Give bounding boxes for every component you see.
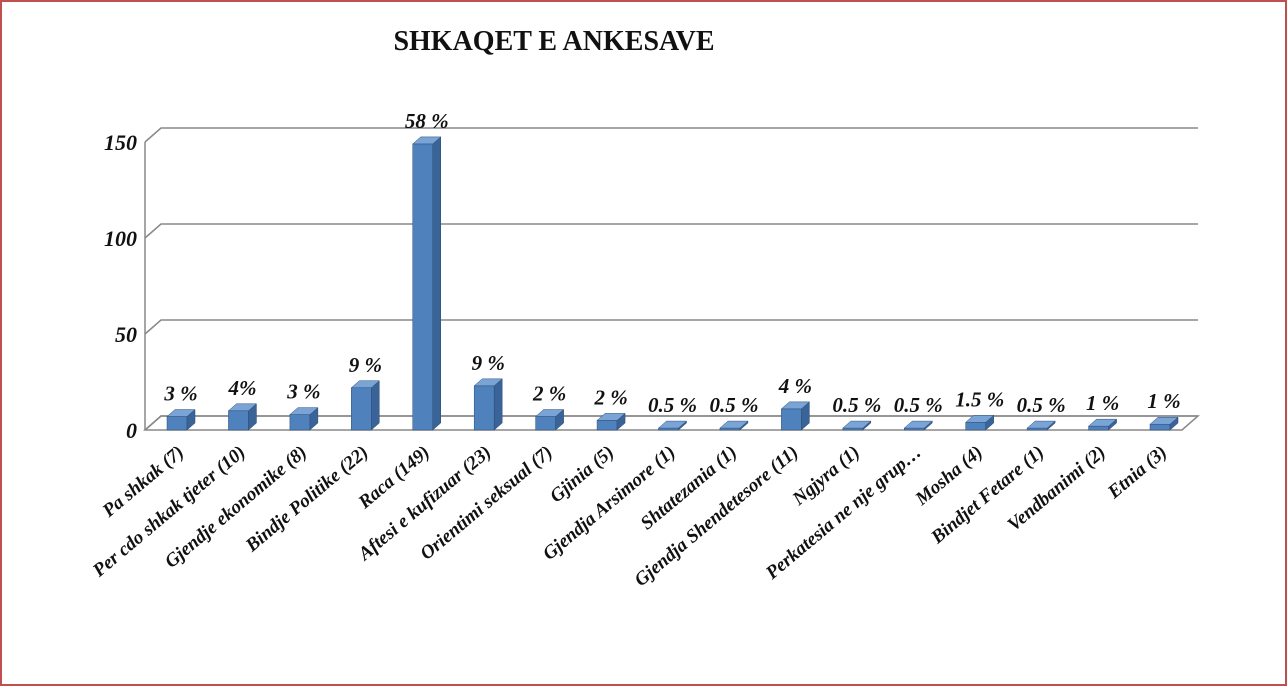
bar	[780, 401, 811, 431]
bar	[903, 420, 933, 431]
bar-top	[166, 409, 196, 417]
bar-front	[1026, 427, 1048, 431]
bar	[166, 409, 196, 431]
bar-side	[432, 136, 441, 431]
bar	[473, 378, 503, 431]
bar-side	[371, 380, 380, 431]
data-label: 4%	[227, 376, 256, 400]
bar-top	[1026, 420, 1056, 429]
bar	[227, 403, 258, 431]
bar-top	[842, 420, 872, 429]
bar-front	[965, 422, 986, 431]
x-tick-label: Bindjet Fetare (1)	[927, 442, 1049, 549]
bar	[842, 420, 872, 431]
bar-front	[842, 427, 864, 431]
bar-top	[350, 380, 380, 389]
data-label: 1.5 %	[955, 387, 1004, 411]
bar	[965, 414, 995, 431]
data-label: 1 %	[1147, 389, 1180, 413]
bar-top	[1149, 416, 1179, 425]
bar-front	[596, 420, 618, 431]
bar	[719, 420, 749, 431]
grid-line	[144, 415, 1198, 431]
bar-top	[534, 409, 565, 417]
bar-front	[166, 416, 188, 431]
bar-front	[1149, 423, 1171, 431]
chart-title: SHKAQET E ANKESAVE	[393, 26, 714, 57]
data-label: 9 %	[349, 353, 382, 377]
bar-front	[412, 143, 433, 431]
data-label: 2 %	[593, 385, 627, 409]
data-label: 3 %	[163, 382, 197, 406]
data-label: 0.5 %	[1017, 393, 1066, 417]
grid-line	[144, 223, 1198, 239]
grid-line	[144, 319, 1198, 335]
bar	[1149, 416, 1179, 431]
bar-front	[658, 427, 679, 431]
bar-top	[227, 403, 258, 412]
bar-front	[228, 410, 249, 431]
bar-top	[780, 401, 811, 410]
bar	[412, 136, 442, 431]
y-tick-label: 100	[104, 226, 137, 251]
bar-top	[719, 420, 749, 429]
bar-top	[903, 420, 933, 429]
data-label: 4 %	[778, 374, 812, 398]
bar-front	[351, 387, 372, 431]
bar	[1026, 420, 1056, 431]
bar-top	[965, 415, 995, 423]
data-label: 3 %	[286, 380, 320, 404]
bar	[289, 407, 319, 431]
bar	[657, 420, 688, 431]
data-label: 0.5 %	[894, 393, 943, 417]
bar-top	[657, 420, 688, 429]
data-label: 9 %	[472, 351, 505, 375]
data-label: 0.5 %	[832, 393, 881, 417]
bar	[534, 409, 565, 431]
bar-front	[289, 414, 311, 431]
bar-front	[904, 427, 925, 431]
y-tick-label: 150	[104, 130, 137, 155]
bar-top	[1087, 418, 1118, 427]
data-label: 58 %	[405, 109, 449, 133]
bar-front	[719, 427, 741, 431]
bar-front	[473, 385, 495, 431]
bar-front	[1088, 425, 1109, 431]
bar-top	[473, 378, 503, 387]
bar-front	[781, 408, 802, 431]
bar-side	[493, 378, 503, 431]
data-label: 2 %	[532, 382, 566, 406]
bar	[1087, 418, 1118, 431]
bar	[596, 412, 626, 431]
y-tick-label: 50	[115, 322, 137, 347]
data-label: 1 %	[1086, 391, 1119, 415]
data-label: 0.5 %	[709, 393, 758, 417]
bar	[350, 380, 380, 431]
grid-line	[144, 127, 1198, 143]
bar-top	[412, 136, 442, 145]
data-label: 0.5 %	[648, 393, 697, 417]
bar-top	[596, 413, 626, 421]
x-tick-label: Etnia (3)	[1103, 442, 1171, 504]
bar-front	[535, 416, 556, 431]
bar-top	[289, 407, 319, 415]
y-tick-label: 0	[126, 418, 137, 443]
